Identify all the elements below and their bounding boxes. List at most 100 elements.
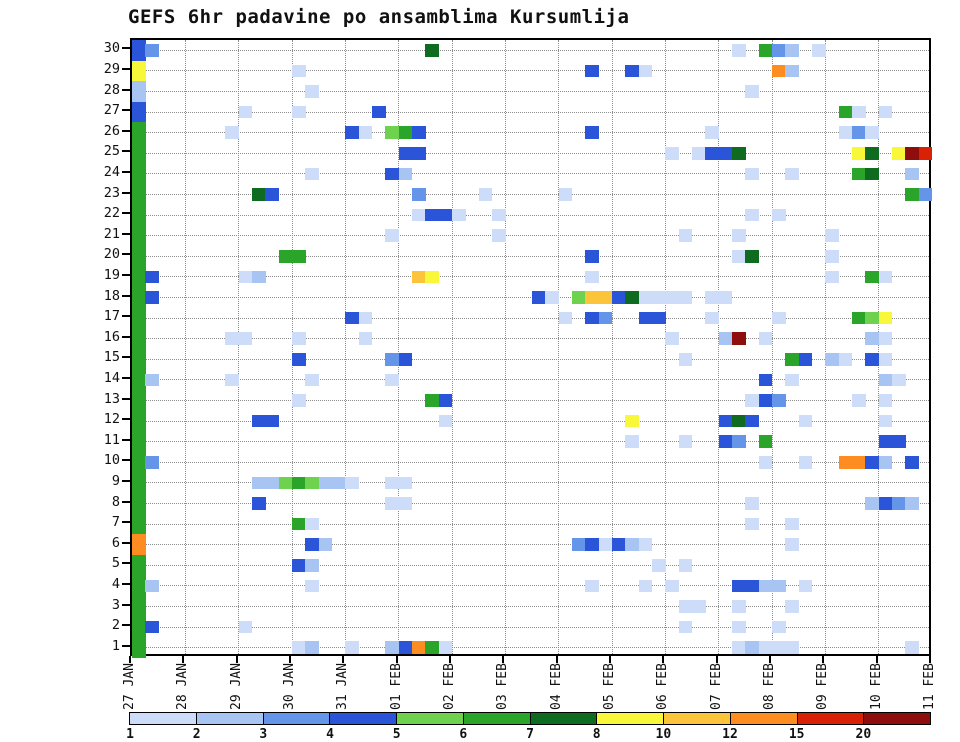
heatmap-cell: [785, 641, 800, 654]
chart-title: GEFS 6hr padavine po ansamblima Kursumli…: [128, 6, 630, 28]
heatmap-cell: [878, 435, 893, 448]
heatmap-cell: [678, 600, 693, 613]
row-gridline: [132, 647, 929, 649]
y-axis-tick: [122, 418, 130, 421]
heatmap-cell: [745, 167, 760, 181]
y-axis-tick: [122, 170, 130, 173]
heatmap-cell: [732, 44, 746, 57]
heatmap-cell: [585, 579, 600, 593]
heatmap-cell: [812, 44, 826, 57]
heatmap-cell: [745, 641, 760, 654]
heatmap-cell: [132, 513, 146, 535]
heatmap-cell: [425, 270, 440, 284]
colorbar-segment: [396, 713, 463, 724]
y-tick-label: 27: [103, 102, 120, 119]
heatmap-cell: [292, 476, 306, 490]
y-tick-label: 8: [111, 493, 120, 510]
y-tick-label: 9: [111, 472, 120, 489]
x-axis-tick: [449, 656, 451, 663]
heatmap-cell: [825, 353, 840, 366]
heatmap-cell: [838, 105, 853, 119]
colorbar-tick-label: 7: [526, 727, 534, 742]
heatmap-cell: [278, 476, 293, 490]
heatmap-cell: [572, 538, 586, 551]
heatmap-cell: [318, 476, 333, 490]
heatmap-cell: [798, 579, 813, 593]
heatmap-cell: [398, 476, 413, 490]
heatmap-cell: [238, 270, 253, 284]
heatmap-cell: [852, 147, 866, 160]
heatmap-cell: [132, 493, 146, 515]
heatmap-cell: [225, 126, 240, 139]
colorbar-segment: [663, 713, 730, 724]
heatmap-cell: [132, 596, 146, 618]
y-axis-tick: [122, 459, 130, 462]
heatmap-cell: [558, 311, 573, 325]
heatmap-cell: [292, 332, 306, 345]
heatmap-cell: [358, 332, 373, 345]
heatmap-cell: [425, 208, 440, 222]
colorbar-segment: [329, 713, 396, 724]
y-axis-tick: [122, 335, 130, 338]
heatmap-cell: [585, 291, 600, 304]
heatmap-cell: [638, 64, 653, 78]
heatmap-cell: [732, 414, 746, 428]
heatmap-cell: [132, 390, 146, 412]
heatmap-cell: [492, 208, 506, 222]
heatmap-cell: [772, 64, 786, 78]
x-tick-label: 04 FEB: [548, 663, 564, 710]
heatmap-cell: [852, 394, 866, 407]
heatmap-cell: [265, 414, 280, 428]
day-gridline: [718, 40, 720, 654]
y-tick-label: 30: [103, 40, 120, 57]
y-tick-label: 12: [103, 411, 120, 428]
heatmap-cell: [132, 60, 146, 82]
colorbar-segment: [130, 713, 196, 724]
plot-area: [130, 38, 933, 659]
heatmap-cell: [585, 311, 600, 325]
heatmap-cell: [785, 167, 800, 181]
heatmap-cell: [438, 414, 453, 428]
heatmap-cell: [772, 641, 786, 654]
day-gridline: [824, 40, 826, 654]
heatmap-cell: [798, 414, 813, 428]
heatmap-cell: [798, 456, 813, 469]
heatmap-cell: [598, 538, 613, 551]
row-gridline: [132, 91, 929, 92]
x-tick-label: 30 JAN: [282, 663, 297, 710]
heatmap-cell: [385, 497, 400, 510]
heatmap-cell: [678, 559, 693, 572]
heatmap-cell: [345, 476, 360, 490]
y-axis-tick: [122, 212, 130, 215]
day-gridline: [451, 40, 453, 654]
heatmap-cell: [145, 44, 160, 57]
heatmap-cell: [132, 184, 146, 206]
heatmap-cell: [732, 250, 746, 263]
heatmap-cell: [252, 497, 266, 510]
heatmap-cell: [905, 188, 920, 201]
heatmap-cell: [398, 353, 413, 366]
y-tick-label: 6: [111, 534, 120, 551]
heatmap-cell: [132, 575, 146, 597]
heatmap-cell: [132, 555, 146, 576]
heatmap-cell: [132, 431, 146, 453]
heatmap-cell: [452, 208, 466, 222]
y-axis-tick: [122, 273, 130, 276]
heatmap-cell: [132, 534, 146, 556]
heatmap-cell: [132, 307, 146, 329]
y-axis-tick: [122, 67, 130, 70]
heatmap-cell: [252, 414, 266, 428]
heatmap-cell: [585, 64, 600, 78]
heatmap-cell: [865, 456, 880, 469]
heatmap-cell: [398, 641, 413, 654]
y-axis-tick: [122, 294, 130, 297]
y-tick-label: 26: [103, 122, 120, 139]
heatmap-cell: [905, 641, 920, 654]
colorbar-segment: [796, 713, 864, 724]
heatmap-cell: [132, 122, 146, 144]
heatmap-cell: [438, 394, 453, 407]
x-axis-tick: [502, 656, 505, 663]
y-axis-tick: [122, 562, 130, 565]
y-tick-label: 3: [111, 596, 120, 613]
